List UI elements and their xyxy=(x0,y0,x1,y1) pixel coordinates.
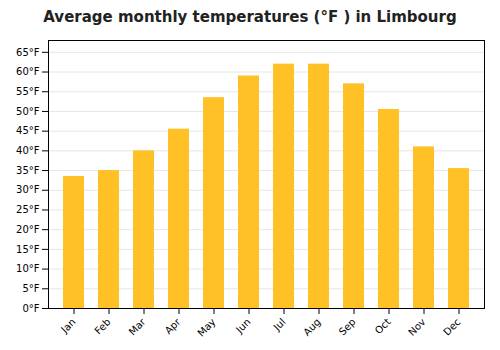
svg-text:60°F: 60°F xyxy=(16,66,40,77)
svg-text:5°F: 5°F xyxy=(22,283,39,294)
svg-text:30°F: 30°F xyxy=(16,184,40,195)
svg-text:15°F: 15°F xyxy=(16,244,40,255)
svg-text:Jan: Jan xyxy=(58,316,77,335)
svg-text:10°F: 10°F xyxy=(16,263,40,274)
svg-text:40°F: 40°F xyxy=(16,145,40,156)
svg-text:Apr: Apr xyxy=(163,316,184,337)
svg-text:50°F: 50°F xyxy=(16,106,40,117)
svg-text:20°F: 20°F xyxy=(16,224,40,235)
svg-text:Nov: Nov xyxy=(406,316,428,338)
svg-text:May: May xyxy=(195,316,217,338)
html-text:Average monthly temperatures (: Average monthly temperatures (°F ) in Li… xyxy=(43,8,457,26)
svg-text:25°F: 25°F xyxy=(16,204,40,215)
svg-text:35°F: 35°F xyxy=(16,165,40,176)
svg-text:Jun: Jun xyxy=(233,316,253,336)
svg-text:Mar: Mar xyxy=(127,316,149,338)
svg-text:0°F: 0°F xyxy=(22,303,39,314)
svg-text:Dec: Dec xyxy=(441,316,462,337)
svg-text:Oct: Oct xyxy=(373,316,393,336)
svg-text:Sep: Sep xyxy=(337,316,358,337)
svg-text:55°F: 55°F xyxy=(16,86,40,97)
svg-text:Aug: Aug xyxy=(301,316,323,338)
svg-text:Jul: Jul xyxy=(271,316,288,333)
svg-text:45°F: 45°F xyxy=(16,125,40,136)
svg-text:Feb: Feb xyxy=(92,316,112,336)
svg-text:65°F: 65°F xyxy=(16,47,40,58)
